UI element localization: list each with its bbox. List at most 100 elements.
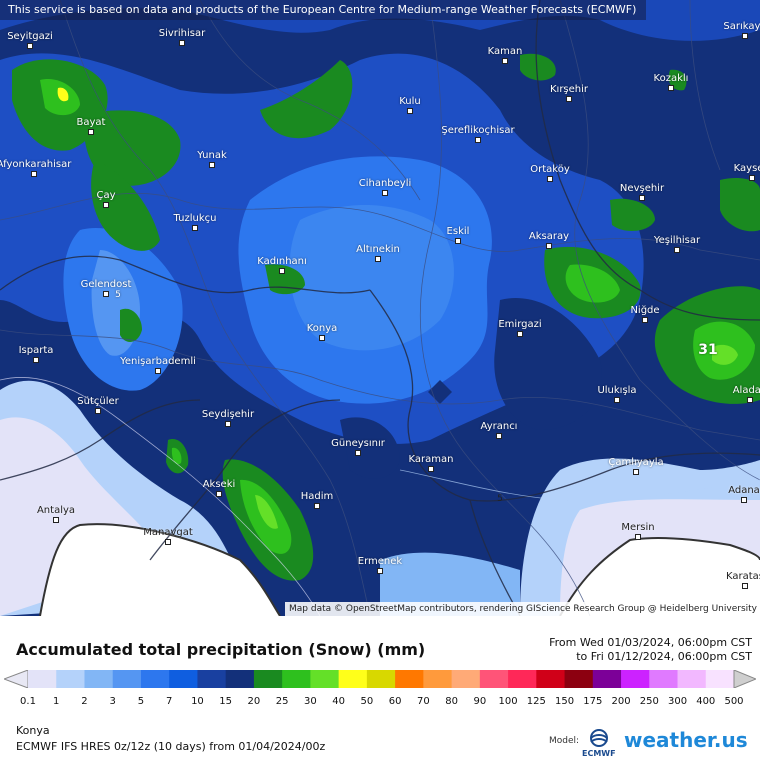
city-marker[interactable] — [614, 397, 620, 403]
city-marker[interactable] — [635, 534, 641, 540]
city-marker[interactable] — [741, 497, 747, 503]
city-label: Yunak — [197, 150, 227, 161]
city-label: Şereflikoçhisar — [441, 125, 515, 136]
scale-tick-label: 10 — [191, 696, 204, 707]
contour-label: 5 — [115, 290, 121, 300]
city-marker[interactable] — [742, 583, 748, 589]
city-marker[interactable] — [455, 238, 461, 244]
city-marker[interactable] — [314, 503, 320, 509]
city-marker[interactable] — [95, 408, 101, 414]
scale-tick-label: 500 — [724, 696, 744, 707]
city-marker[interactable] — [103, 202, 109, 208]
scale-tick-label: 400 — [696, 696, 716, 707]
city-label: Seydişehir — [201, 409, 255, 420]
city-marker[interactable] — [742, 33, 748, 39]
city-marker[interactable] — [209, 162, 215, 168]
weather-us-logo[interactable]: weather.us — [624, 728, 748, 752]
scale-tick-label: 7 — [166, 696, 173, 707]
city-label: Konya — [306, 323, 338, 334]
city-marker[interactable] — [27, 43, 33, 49]
city-marker[interactable] — [502, 58, 508, 64]
city-marker[interactable] — [319, 335, 325, 341]
city-label: Çay — [96, 190, 116, 201]
city-marker[interactable] — [225, 421, 231, 427]
color-swatch — [705, 670, 735, 688]
precip-field — [0, 0, 760, 616]
city-label: Seyitgazi — [7, 31, 53, 42]
city-marker[interactable] — [53, 517, 59, 523]
color-swatch — [282, 670, 311, 688]
city-marker[interactable] — [103, 291, 109, 297]
city-marker[interactable] — [428, 466, 434, 472]
city-marker[interactable] — [155, 368, 161, 374]
city-marker[interactable] — [496, 433, 502, 439]
city-marker[interactable] — [566, 96, 572, 102]
city-marker[interactable] — [382, 190, 388, 196]
scale-tick-label: 300 — [667, 696, 688, 707]
city-marker[interactable] — [355, 450, 361, 456]
location-name: Konya — [16, 724, 50, 737]
city-label: Sütçüler — [77, 396, 119, 407]
precipitation-map[interactable]: 5 5 31 Seyitgazi Sivrihisar Kaman Sarıkaya K… — [0, 0, 760, 616]
color-swatch — [140, 670, 170, 688]
city-marker[interactable] — [674, 247, 680, 253]
city-marker[interactable] — [377, 568, 383, 574]
color-swatch — [677, 670, 707, 688]
color-swatch — [536, 670, 566, 688]
city-label: Kayseri — [733, 163, 760, 174]
chart-title: Accumulated total precipitation (Snow) (… — [16, 640, 426, 659]
color-swatch — [310, 670, 340, 688]
city-marker[interactable] — [375, 256, 381, 262]
scale-tick-label: 15 — [219, 696, 233, 707]
city-marker[interactable] — [31, 171, 37, 177]
ecmwf-logo-text: ECMWF — [582, 749, 616, 758]
city-marker[interactable] — [747, 397, 753, 403]
city-marker[interactable] — [179, 40, 185, 46]
city-label: Akseki — [202, 479, 236, 490]
city-marker[interactable] — [642, 317, 648, 323]
period-from: From Wed 01/03/2024, 06:00pm CST — [549, 636, 752, 649]
scale-tick-label: 175 — [583, 696, 603, 707]
scale-tick-label: 1 — [53, 696, 60, 707]
city-marker[interactable] — [668, 85, 674, 91]
city-label: Karataş — [725, 571, 760, 582]
city-marker[interactable] — [749, 175, 755, 181]
city-marker[interactable] — [517, 331, 523, 337]
city-label: Emirgazi — [498, 319, 542, 330]
city-label: Afyonkarahisar — [0, 159, 72, 170]
scale-tick-label: 200 — [611, 696, 631, 707]
color-swatch — [225, 670, 255, 688]
scale-tick-label: 70 — [416, 696, 430, 707]
city-label: Nevşehir — [619, 183, 665, 194]
city-marker[interactable] — [192, 225, 198, 231]
city-marker[interactable] — [546, 243, 552, 249]
ecmwf-logo-icon — [590, 729, 608, 747]
city-marker[interactable] — [216, 491, 222, 497]
city-marker[interactable] — [633, 469, 639, 475]
color-swatch — [338, 670, 368, 688]
scale-tick-label: 250 — [639, 696, 659, 707]
city-marker[interactable] — [88, 129, 94, 135]
city-marker[interactable] — [165, 539, 171, 545]
city-label: Antalya — [36, 505, 76, 516]
city-marker[interactable] — [279, 268, 285, 274]
city-marker[interactable] — [639, 195, 645, 201]
city-label: Kaman — [487, 46, 523, 57]
legend-panel: Accumulated total precipitation (Snow) (… — [0, 616, 760, 760]
city-marker[interactable] — [33, 357, 39, 363]
model-label: Model: — [549, 736, 580, 746]
city-label: Isparta — [18, 345, 54, 356]
city-label: Sivrihisar — [158, 28, 206, 39]
city-marker[interactable] — [547, 176, 553, 182]
scale-max-arrow — [733, 670, 756, 688]
scale-tick-label: 20 — [247, 696, 261, 707]
city-label: Niğde — [630, 305, 660, 316]
city-marker[interactable] — [407, 108, 413, 114]
map-attribution[interactable]: Map data © OpenStreetMap contributors, r… — [285, 602, 760, 616]
city-label: Güneysınır — [331, 438, 385, 449]
city-label: Mersin — [621, 522, 655, 533]
city-label: Karaman — [408, 454, 454, 465]
city-marker[interactable] — [475, 137, 481, 143]
city-label: Ulukışla — [597, 385, 637, 396]
city-label: Kırşehir — [549, 84, 589, 95]
